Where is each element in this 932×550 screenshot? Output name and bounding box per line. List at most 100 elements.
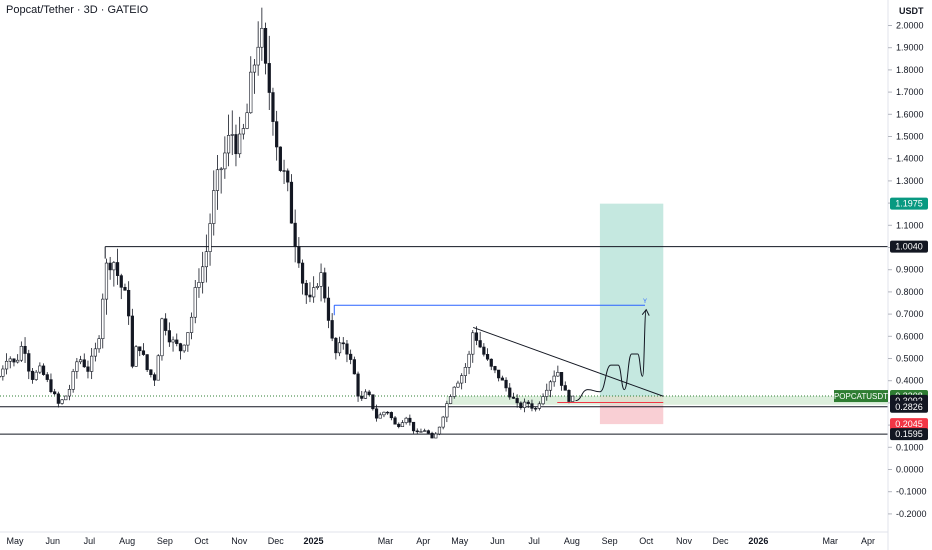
time-tick-label: 2025 xyxy=(304,536,324,546)
target-price-badge-bg xyxy=(890,197,928,210)
time-tick-label: 2026 xyxy=(748,536,768,546)
candle-body xyxy=(138,346,142,352)
price-tick-label: 0.0000 xyxy=(896,465,924,475)
candle-body xyxy=(263,28,268,64)
position-zones xyxy=(446,203,888,425)
candle-body xyxy=(382,411,386,416)
candle-body xyxy=(378,414,382,419)
candle-body xyxy=(497,369,501,379)
time-tick-label: Nov xyxy=(231,536,248,546)
resistance-price-badge-bg xyxy=(890,240,928,253)
chart-title: Popcat/Tether · 3D · GATEIO xyxy=(6,4,149,16)
candle-body xyxy=(23,345,27,354)
time-tick-label: Nov xyxy=(676,536,693,546)
candle-body xyxy=(341,342,345,345)
symbol-label: POPCATUSDT xyxy=(834,392,888,401)
candle-body xyxy=(249,71,253,114)
price-tick-label: 1.9000 xyxy=(896,43,924,53)
candle-body xyxy=(64,395,68,401)
candle-body xyxy=(323,272,327,299)
candle-body xyxy=(308,294,312,298)
candle-body xyxy=(149,369,153,375)
candle-body xyxy=(152,374,157,381)
price-tick-label: 2.0000 xyxy=(896,21,924,31)
candle-body xyxy=(315,286,319,288)
candle-body xyxy=(45,374,49,380)
candle-body xyxy=(226,135,231,154)
candle-body xyxy=(56,393,60,404)
time-tick-label: May xyxy=(6,536,24,546)
projection-arrowhead xyxy=(641,308,650,316)
candle-body xyxy=(101,298,105,339)
candle-body xyxy=(508,387,512,398)
support-lower-price-badge-bg xyxy=(890,428,928,441)
candle-body xyxy=(208,223,212,252)
candle-body xyxy=(563,385,567,391)
price-tick-label: -0.1000 xyxy=(896,487,927,497)
candle-body xyxy=(400,422,405,427)
candle-body xyxy=(471,332,475,355)
candle-body xyxy=(34,371,38,380)
candle-body xyxy=(219,168,223,171)
price-axis[interactable]: 2.0000 1.9000 1.8000 1.7000 1.6000 1.5000 1.40… xyxy=(888,21,927,519)
price-tick-label: 1.6000 xyxy=(896,109,924,119)
candle-body xyxy=(78,359,83,363)
currency-label: USDT xyxy=(899,6,924,16)
candle-body xyxy=(356,373,360,397)
target-marker-label: Y xyxy=(643,299,647,305)
candle-body xyxy=(463,367,467,376)
time-axis[interactable]: May Jun Jul Aug Sep Oct Nov Dec 2025 Mar Apr May Jun… xyxy=(6,536,875,546)
candle-body xyxy=(386,411,390,414)
descending-trendline xyxy=(473,326,664,397)
candle-body xyxy=(286,170,290,183)
time-tick-label: Dec xyxy=(713,536,730,546)
candlesticks xyxy=(0,7,575,439)
candle-body xyxy=(511,396,516,399)
candle-body xyxy=(360,395,364,399)
candle-body xyxy=(60,399,64,404)
candle-body xyxy=(271,92,275,122)
time-tick-label: Jul xyxy=(528,536,540,546)
candle-body xyxy=(426,430,430,434)
candle-body xyxy=(93,348,97,357)
candle-body xyxy=(445,403,449,418)
candle-body xyxy=(175,339,179,344)
candle-body xyxy=(275,121,279,148)
candle-body xyxy=(260,28,264,48)
candle-body xyxy=(552,375,556,383)
candle-body xyxy=(215,169,220,191)
candle-body xyxy=(164,318,168,331)
candle-body xyxy=(419,431,423,433)
time-tick-label: Sep xyxy=(157,536,173,546)
candle-body xyxy=(567,389,571,402)
price-tick-label: 0.4000 xyxy=(896,376,924,386)
candle-body xyxy=(38,365,42,373)
candle-body xyxy=(104,262,109,300)
candle-body xyxy=(337,342,342,354)
candle-body xyxy=(300,262,305,284)
candle-body xyxy=(352,359,356,375)
candle-body xyxy=(408,417,412,423)
price-tick-label: 1.8000 xyxy=(896,65,924,75)
price-tick-label: 1.1000 xyxy=(896,220,924,230)
candle-body xyxy=(245,112,249,129)
candle-body xyxy=(541,396,545,405)
candle-body xyxy=(171,339,175,343)
candle-body xyxy=(30,370,35,380)
candle-body xyxy=(234,134,238,155)
candle-body xyxy=(86,366,90,372)
candle-body xyxy=(330,320,334,339)
candle-body xyxy=(312,287,316,298)
price-tick-label: 1.7000 xyxy=(896,87,924,97)
candle-body xyxy=(19,345,23,361)
candle-body xyxy=(441,416,445,428)
time-tick-label: May xyxy=(451,536,469,546)
candle-body xyxy=(4,360,9,370)
candle-body xyxy=(189,316,194,333)
symbol-label-bg xyxy=(834,390,888,403)
candle-body xyxy=(423,430,427,432)
candle-body xyxy=(119,275,123,288)
candle-body xyxy=(467,353,471,368)
candle-body xyxy=(415,430,419,433)
